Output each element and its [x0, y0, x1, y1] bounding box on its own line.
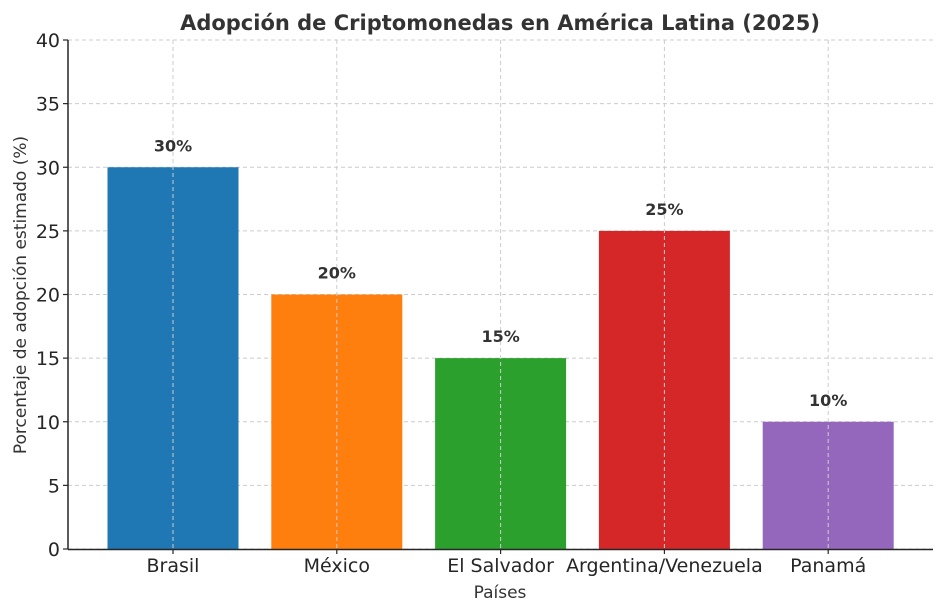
y-axis-label: Porcentaje de adopción estimado (%) — [11, 136, 31, 454]
data-label: 30% — [154, 136, 192, 155]
y-tick-label: 25 — [36, 221, 60, 243]
vertical-grid — [172, 40, 829, 549]
data-labels: 30% 20% 15% 25% 10% — [154, 136, 847, 410]
y-tick-label: 20 — [36, 285, 60, 307]
x-tick-label: Brasil — [147, 555, 200, 577]
x-tick-label: Panamá — [790, 555, 866, 577]
x-axis-ticks: Brasil México El Salvador Argentina/Venezue… — [147, 549, 866, 577]
data-label: 10% — [809, 391, 847, 410]
y-tick-label: 0 — [48, 539, 60, 561]
y-tick-label: 15 — [36, 348, 60, 370]
x-tick-label: México — [304, 555, 370, 577]
y-axis-ticks: 0 5 10 15 20 25 30 35 40 — [36, 30, 68, 561]
y-tick-label: 30 — [36, 157, 60, 179]
data-label: 20% — [318, 264, 356, 283]
x-axis-label: Países — [474, 583, 527, 603]
y-tick-label: 35 — [36, 94, 60, 116]
data-label: 15% — [481, 327, 519, 346]
x-tick-label: El Salvador — [447, 555, 554, 577]
y-tick-label: 40 — [36, 30, 60, 52]
x-tick-label: Argentina/Venezuela — [566, 555, 763, 577]
chart-title: Adopción de Criptomonedas en América Lat… — [180, 11, 820, 35]
data-label: 25% — [645, 200, 683, 219]
y-tick-label: 5 — [48, 475, 60, 497]
y-tick-label: 10 — [36, 412, 60, 434]
